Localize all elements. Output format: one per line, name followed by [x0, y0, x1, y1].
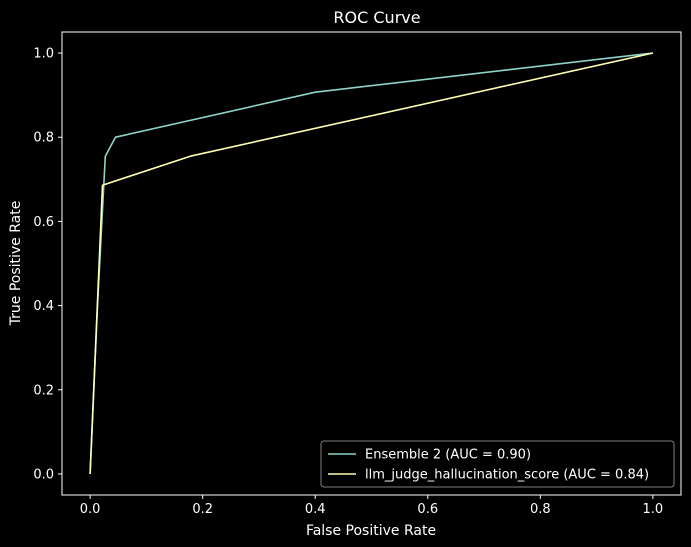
x-tick-label: 0.6	[417, 502, 438, 517]
y-tick-label: 0.4	[33, 299, 54, 314]
y-tick-label: 1.0	[33, 47, 54, 62]
plot-area	[61, 31, 682, 496]
x-tick-label: 0.2	[192, 502, 213, 517]
roc-series-line-2	[89, 52, 654, 475]
y-tick-label: 0.6	[33, 215, 54, 230]
y-tick-label: 0.2	[33, 383, 54, 398]
legend-label: Ensemble 2 (AUC = 0.90)	[365, 448, 531, 463]
x-axis-label: False Positive Rate	[306, 523, 436, 539]
ticks-layer: 0.0 0.2 0.4 0.6 0.8 1.0 0.0 0.2 0.4 0.6 0.8 1.0	[33, 47, 663, 517]
legend-label: llm_judge_hallucination_score (AUC = 0.8…	[365, 468, 649, 483]
y-tick-label: 0.8	[33, 131, 54, 146]
legend: Ensemble 2 (AUC = 0.90) llm_judge_halluci…	[320, 440, 675, 488]
chart-title: ROC Curve	[333, 8, 420, 27]
x-tick-label: 1.0	[643, 502, 664, 517]
x-tick-label: 0.4	[305, 502, 326, 517]
y-tick-label: 0.0	[33, 467, 54, 482]
x-tick-label: 0.0	[80, 502, 101, 517]
series-layer	[89, 52, 654, 475]
legend-box	[320, 440, 675, 488]
x-tick-label: 0.8	[530, 502, 551, 517]
y-axis-label: True Positive Rate	[8, 201, 24, 327]
plot-frame	[61, 31, 682, 496]
